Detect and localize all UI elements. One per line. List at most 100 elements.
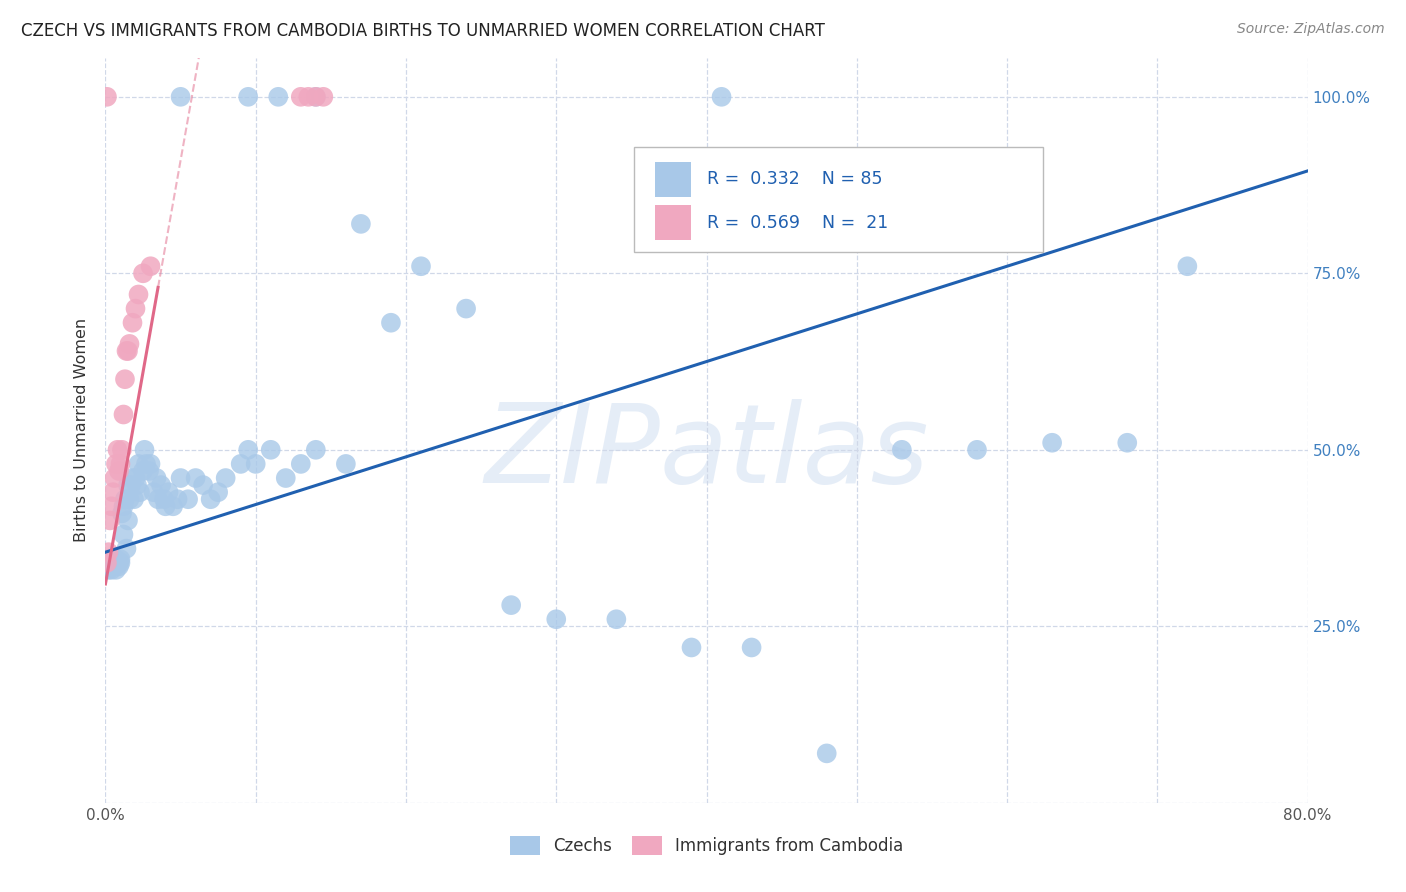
Point <box>815 747 838 761</box>
Point <box>132 464 155 478</box>
Point <box>238 90 260 104</box>
Point <box>96 552 118 566</box>
Point <box>100 500 122 514</box>
Point <box>267 90 290 104</box>
Point <box>108 464 131 478</box>
Point <box>229 457 252 471</box>
Point <box>128 457 150 471</box>
Point <box>110 457 132 471</box>
Point <box>605 612 627 626</box>
Point <box>98 559 121 574</box>
Point <box>101 485 124 500</box>
Point <box>100 552 122 566</box>
Point <box>135 457 157 471</box>
Point <box>101 552 124 566</box>
Point <box>104 552 127 566</box>
Point <box>129 485 152 500</box>
Point <box>312 90 335 104</box>
Point <box>245 457 267 471</box>
Point <box>132 266 155 280</box>
Bar <box>655 161 690 197</box>
Point <box>98 513 121 527</box>
FancyBboxPatch shape <box>634 147 1043 252</box>
Point <box>120 478 142 492</box>
Point <box>207 485 229 500</box>
Point <box>169 90 191 104</box>
Text: Source: ZipAtlas.com: Source: ZipAtlas.com <box>1237 22 1385 37</box>
Point <box>97 545 120 559</box>
Point <box>107 557 129 571</box>
Point <box>260 442 283 457</box>
Point <box>96 556 118 570</box>
Point <box>155 500 177 514</box>
Point <box>97 556 120 570</box>
Point <box>741 640 763 655</box>
Point <box>890 442 912 457</box>
Point <box>157 485 180 500</box>
Point <box>97 559 120 574</box>
Point <box>111 506 134 520</box>
Point <box>681 640 703 655</box>
Point <box>112 500 135 514</box>
Point <box>710 90 733 104</box>
Point <box>103 559 125 574</box>
Point <box>111 442 134 457</box>
Point <box>305 90 328 104</box>
Point <box>100 563 122 577</box>
Point <box>1175 259 1198 273</box>
Point <box>454 301 477 316</box>
Bar <box>655 204 690 241</box>
Legend: Czechs, Immigrants from Cambodia: Czechs, Immigrants from Cambodia <box>503 829 910 862</box>
Point <box>121 471 143 485</box>
Point <box>101 556 124 570</box>
Point <box>350 217 373 231</box>
Point <box>297 90 319 104</box>
Point <box>305 90 328 104</box>
Text: CZECH VS IMMIGRANTS FROM CAMBODIA BIRTHS TO UNMARRIED WOMEN CORRELATION CHART: CZECH VS IMMIGRANTS FROM CAMBODIA BIRTHS… <box>21 22 825 40</box>
Text: R =  0.569    N =  21: R = 0.569 N = 21 <box>707 213 887 232</box>
Point <box>166 492 188 507</box>
Point <box>191 478 214 492</box>
Point <box>108 554 131 568</box>
Point <box>112 527 135 541</box>
Point <box>184 471 207 485</box>
Point <box>142 485 165 500</box>
Point <box>214 471 236 485</box>
Point <box>122 492 145 507</box>
Point <box>290 90 312 104</box>
Point <box>274 471 297 485</box>
Point <box>108 559 131 574</box>
Point <box>153 492 176 507</box>
Point <box>97 563 120 577</box>
Point <box>117 478 139 492</box>
Point <box>138 464 160 478</box>
Point <box>98 556 121 570</box>
Point <box>118 492 141 507</box>
Point <box>124 471 146 485</box>
Point <box>177 492 200 507</box>
Point <box>162 500 184 514</box>
Point <box>110 556 132 570</box>
Point <box>115 541 138 556</box>
Point <box>118 337 141 351</box>
Point <box>139 259 162 273</box>
Point <box>112 408 135 422</box>
Point <box>103 471 125 485</box>
Point <box>146 492 169 507</box>
Text: R =  0.332    N = 85: R = 0.332 N = 85 <box>707 170 882 188</box>
Point <box>117 513 139 527</box>
Point <box>238 442 260 457</box>
Point <box>96 556 118 570</box>
Point <box>121 316 143 330</box>
Point <box>409 259 432 273</box>
Y-axis label: Births to Unmarried Women: Births to Unmarried Women <box>75 318 90 542</box>
Point <box>134 442 156 457</box>
Point <box>1116 435 1139 450</box>
Point <box>114 492 136 507</box>
Point <box>114 372 136 386</box>
Point <box>305 442 328 457</box>
Point <box>110 552 132 566</box>
Point <box>1040 435 1063 450</box>
Point <box>145 471 167 485</box>
Point <box>335 457 357 471</box>
